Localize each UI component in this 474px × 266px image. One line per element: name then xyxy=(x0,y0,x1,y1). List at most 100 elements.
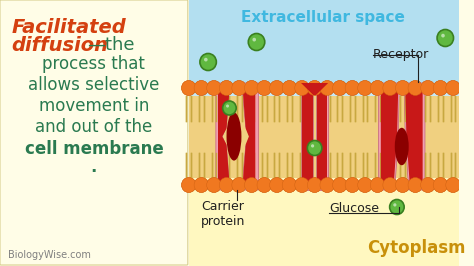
Text: Facilitated: Facilitated xyxy=(12,18,127,37)
Circle shape xyxy=(253,38,256,41)
Circle shape xyxy=(395,81,410,95)
Circle shape xyxy=(345,81,360,95)
Circle shape xyxy=(245,81,259,95)
Circle shape xyxy=(383,177,397,193)
Text: —the: —the xyxy=(87,36,135,54)
Circle shape xyxy=(257,81,272,95)
Circle shape xyxy=(245,177,259,193)
Polygon shape xyxy=(381,87,398,186)
Circle shape xyxy=(437,30,454,47)
Circle shape xyxy=(433,81,448,95)
Circle shape xyxy=(182,81,196,95)
Circle shape xyxy=(200,53,216,70)
Circle shape xyxy=(270,177,284,193)
Circle shape xyxy=(307,81,322,95)
Circle shape xyxy=(370,81,385,95)
Circle shape xyxy=(420,81,435,95)
Circle shape xyxy=(194,81,209,95)
Circle shape xyxy=(345,177,360,193)
Circle shape xyxy=(282,81,297,95)
Circle shape xyxy=(320,177,335,193)
Polygon shape xyxy=(189,93,459,113)
Polygon shape xyxy=(301,83,313,190)
Circle shape xyxy=(295,81,310,95)
Circle shape xyxy=(408,177,422,193)
Circle shape xyxy=(441,34,445,38)
Circle shape xyxy=(223,101,236,115)
Polygon shape xyxy=(218,87,230,186)
Circle shape xyxy=(420,177,435,193)
Text: Receptor: Receptor xyxy=(373,48,429,61)
Circle shape xyxy=(420,177,435,193)
Circle shape xyxy=(446,81,460,95)
Circle shape xyxy=(370,177,385,193)
Circle shape xyxy=(232,81,246,95)
Circle shape xyxy=(194,81,209,95)
Polygon shape xyxy=(404,83,425,190)
Circle shape xyxy=(333,177,347,193)
Circle shape xyxy=(207,81,221,95)
Circle shape xyxy=(270,81,284,95)
Text: and out of the: and out of the xyxy=(35,118,153,136)
Circle shape xyxy=(257,81,272,95)
Circle shape xyxy=(320,81,335,95)
Circle shape xyxy=(245,81,259,95)
Text: Glucose: Glucose xyxy=(329,202,379,215)
Polygon shape xyxy=(301,83,328,95)
Circle shape xyxy=(446,177,460,193)
Circle shape xyxy=(345,177,360,193)
Circle shape xyxy=(207,81,221,95)
Circle shape xyxy=(358,177,372,193)
Circle shape xyxy=(270,81,284,95)
Circle shape xyxy=(307,140,322,156)
Circle shape xyxy=(248,34,265,51)
Circle shape xyxy=(295,81,310,95)
Circle shape xyxy=(433,177,448,193)
Circle shape xyxy=(282,81,297,95)
Text: process that: process that xyxy=(43,55,146,73)
Circle shape xyxy=(219,177,234,193)
Circle shape xyxy=(446,81,460,95)
Circle shape xyxy=(345,81,360,95)
FancyBboxPatch shape xyxy=(0,0,188,265)
Circle shape xyxy=(257,177,272,193)
Circle shape xyxy=(194,177,209,193)
Circle shape xyxy=(408,177,422,193)
Circle shape xyxy=(333,177,347,193)
Circle shape xyxy=(282,177,297,193)
Circle shape xyxy=(270,177,284,193)
Circle shape xyxy=(446,177,460,193)
Circle shape xyxy=(194,177,209,193)
Circle shape xyxy=(433,81,448,95)
Circle shape xyxy=(307,177,322,193)
Circle shape xyxy=(383,81,397,95)
Text: diffusion: diffusion xyxy=(12,36,109,55)
Circle shape xyxy=(226,105,229,107)
Circle shape xyxy=(408,81,422,95)
Circle shape xyxy=(333,81,347,95)
Circle shape xyxy=(358,81,372,95)
Text: Cytoplasm: Cytoplasm xyxy=(367,239,465,257)
Circle shape xyxy=(390,200,404,214)
Circle shape xyxy=(182,177,196,193)
Polygon shape xyxy=(379,83,400,190)
Text: .: . xyxy=(91,158,97,176)
Polygon shape xyxy=(316,83,328,190)
Circle shape xyxy=(232,177,246,193)
Circle shape xyxy=(307,81,322,95)
Circle shape xyxy=(433,177,448,193)
Circle shape xyxy=(207,177,221,193)
Polygon shape xyxy=(243,87,255,186)
Circle shape xyxy=(282,177,297,193)
Polygon shape xyxy=(405,87,423,186)
Circle shape xyxy=(333,81,347,95)
Circle shape xyxy=(232,81,246,95)
Polygon shape xyxy=(189,95,459,177)
Text: Carrier
protein: Carrier protein xyxy=(201,200,246,228)
Polygon shape xyxy=(189,170,459,266)
Polygon shape xyxy=(241,83,258,190)
Circle shape xyxy=(370,177,385,193)
Circle shape xyxy=(395,177,410,193)
Circle shape xyxy=(182,177,196,193)
Circle shape xyxy=(219,81,234,95)
